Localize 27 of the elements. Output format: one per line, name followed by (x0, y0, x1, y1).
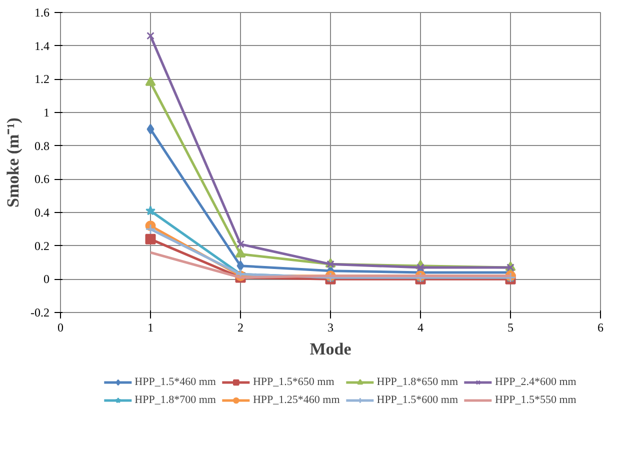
y-tick-label: 0.8 (34, 138, 50, 153)
x-tick-label: 4 (418, 320, 424, 334)
legend-label: HPP_1.8*650 mm (376, 376, 458, 388)
y-tick-label: -0.2 (30, 306, 50, 320)
x-tick-label: 5 (508, 320, 514, 334)
x-axis-title: Mode (310, 340, 352, 358)
x-tick-label: 0 (58, 320, 64, 334)
y-tick-label: 1.2 (34, 72, 50, 86)
legend-label: HPP_1.8*700 mm (134, 394, 216, 406)
legend-label: HPP_1.5*650 mm (252, 376, 334, 388)
x-tick-label: 1 (148, 320, 154, 334)
y-tick-label: 0 (44, 272, 50, 286)
x-tick-label: 2 (238, 320, 244, 334)
y-axis-title: Smoke (m⁻¹) (4, 118, 23, 208)
y-tick-label: 0.4 (34, 206, 50, 220)
legend-label: HPP_1.25*460 mm (252, 394, 340, 406)
legend-label: HPP_1.5*550 mm (495, 394, 576, 406)
y-tick-label: 0.6 (34, 172, 50, 186)
y-tick-label: 1.6 (34, 6, 50, 20)
y-tick-label: 1.4 (34, 38, 50, 53)
legend-label: HPP_1.5*600 mm (376, 394, 458, 406)
legend-label: HPP_1.5*460 mm (134, 376, 216, 388)
x-tick-label: 3 (328, 320, 334, 334)
x-tick-label: 6 (598, 320, 604, 334)
y-tick-label: 0.2 (34, 238, 50, 253)
legend-label: HPP_2.4*600 mm (495, 376, 576, 388)
y-tick-label: 1 (44, 106, 50, 120)
